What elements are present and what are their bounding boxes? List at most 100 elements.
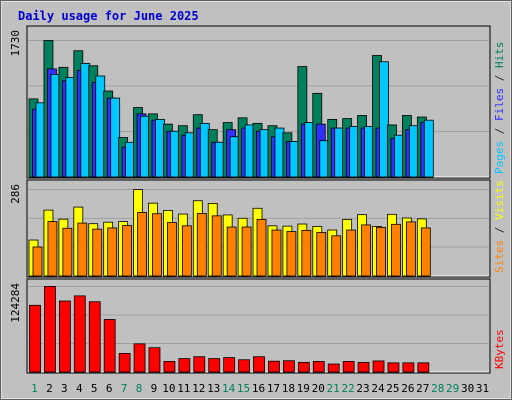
day-label-8: 8 — [136, 382, 143, 395]
ymax-label: 1730 — [9, 30, 22, 57]
day-label-27: 27 — [416, 382, 429, 395]
day-axis-labels: 1 2 3 4 5 6 7 8 9 10 11 12 13 14 15 16 17 18 19 20 21 22 23 24 2… — [31, 382, 489, 395]
panel-middle: 286 Sites / Visits — [9, 179, 506, 278]
day-label-10: 10 — [162, 382, 175, 395]
bar-sites-day-1 — [32, 246, 43, 277]
day-label-1: 1 — [31, 382, 38, 395]
bar-kbytes-day-19 — [297, 361, 310, 373]
day-label-9: 9 — [151, 382, 158, 395]
day-label-31: 31 — [476, 382, 489, 395]
day-label-14: 14 — [222, 382, 236, 395]
bar-kbytes-day-10 — [163, 360, 176, 373]
bar-sites-day-25 — [391, 223, 401, 277]
bar-sites-day-9 — [152, 213, 162, 277]
bar-kbytes-day-8 — [133, 343, 146, 373]
bar-sites-day-23 — [361, 224, 371, 277]
bar-sites-day-11 — [181, 225, 192, 277]
bar-kbytes-day-27 — [417, 362, 430, 373]
day-label-11: 11 — [177, 382, 190, 395]
day-label-15: 15 — [237, 382, 250, 395]
panel-bottom: 124284 KBytes — [9, 278, 506, 374]
bar-sites-day-24 — [376, 226, 386, 277]
label-part: Sites — [493, 240, 506, 273]
chart-title: Daily usage for June 2025 — [18, 9, 199, 23]
bar-sites-day-18 — [286, 231, 297, 277]
bar-sites-day-2 — [47, 221, 58, 277]
bar-sites-day-26 — [405, 221, 416, 277]
day-label-26: 26 — [401, 382, 414, 395]
bar-sites-day-4 — [77, 222, 88, 277]
bar-kbytes-day-12 — [193, 356, 206, 373]
day-label-4: 4 — [76, 382, 83, 395]
day-label-19: 19 — [297, 382, 310, 395]
bar-kbytes-day-18 — [282, 360, 295, 373]
day-label-20: 20 — [312, 382, 325, 395]
day-label-17: 17 — [267, 382, 280, 395]
label-part: Hits — [493, 42, 506, 69]
bar-sites-day-8 — [137, 212, 147, 277]
bar-kbytes-day-5 — [88, 301, 101, 373]
series-axis-label: Pages / Files / Hits — [493, 42, 506, 175]
day-label-21: 21 — [327, 382, 340, 395]
day-label-23: 23 — [356, 382, 369, 395]
day-label-12: 12 — [192, 382, 205, 395]
bar-kbytes-day-25 — [387, 362, 400, 373]
bar-sites-day-22 — [346, 229, 357, 277]
bar-sites-day-6 — [107, 227, 118, 277]
day-label-22: 22 — [341, 382, 354, 395]
bar-kbytes-day-11 — [178, 358, 191, 373]
series-axis-label: Sites / Visits — [493, 180, 506, 273]
bar-sites-day-5 — [92, 228, 103, 277]
bar-sites-day-13 — [211, 215, 222, 277]
day-label-16: 16 — [252, 382, 265, 395]
bar-kbytes-day-15 — [238, 359, 251, 373]
bar-kbytes-day-14 — [223, 357, 236, 373]
bar-kbytes-day-3 — [58, 300, 71, 373]
day-label-6: 6 — [106, 382, 113, 395]
bar-kbytes-day-23 — [357, 361, 370, 373]
bar-kbytes-day-1 — [29, 304, 41, 373]
bar-kbytes-day-21 — [327, 363, 340, 373]
label-part: Files — [493, 88, 506, 121]
day-label-28: 28 — [431, 382, 444, 395]
day-label-18: 18 — [282, 382, 295, 395]
chart-panels: 1730 Pages / Files / Hits 286 Sites / Visit… — [9, 25, 506, 374]
series-axis-label: KBytes — [493, 329, 506, 369]
label-part: KBytes — [493, 329, 506, 369]
bar-sites-day-10 — [167, 222, 177, 277]
bar-kbytes-day-26 — [402, 362, 415, 373]
panel-top: 1730 Pages / Files / Hits — [9, 25, 506, 179]
day-label-30: 30 — [461, 382, 474, 395]
bar-sites-day-20 — [316, 232, 327, 277]
bar-pages-day-27 — [423, 119, 434, 178]
bar-sites-day-19 — [301, 229, 312, 277]
bar-kbytes-day-2 — [44, 286, 56, 373]
bar-kbytes-day-22 — [342, 360, 355, 373]
bar-kbytes-day-17 — [268, 360, 280, 373]
label-part: Pages — [493, 141, 506, 174]
bar-sites-day-15 — [241, 226, 252, 277]
bar-kbytes-day-16 — [253, 356, 265, 373]
ymax-label: 286 — [9, 184, 22, 204]
bar-sites-day-17 — [271, 229, 282, 277]
bar-sites-day-16 — [256, 219, 267, 277]
day-label-2: 2 — [46, 382, 53, 395]
ymax-label: 124284 — [9, 283, 22, 323]
label-part: / — [493, 68, 506, 88]
day-label-13: 13 — [207, 382, 220, 395]
day-label-24: 24 — [371, 382, 385, 395]
label-part: / — [493, 121, 506, 141]
label-part: Visits — [493, 180, 506, 220]
bar-kbytes-day-13 — [208, 358, 221, 373]
bar-sites-day-12 — [196, 213, 207, 277]
day-label-25: 25 — [386, 382, 399, 395]
bar-kbytes-day-4 — [73, 295, 86, 373]
day-label-29: 29 — [446, 382, 459, 395]
label-part: / — [493, 220, 506, 240]
day-label-3: 3 — [61, 382, 68, 395]
bar-sites-day-3 — [62, 227, 73, 277]
bar-pages-day-24 — [379, 61, 389, 178]
bar-sites-day-14 — [226, 226, 237, 277]
